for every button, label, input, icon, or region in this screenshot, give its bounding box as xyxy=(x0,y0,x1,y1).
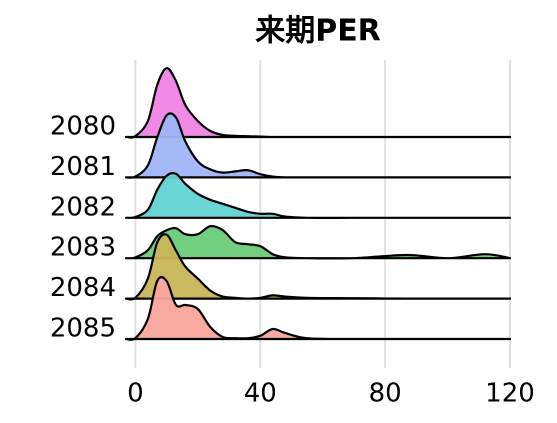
y-tick-label: 2085 xyxy=(50,314,116,344)
x-tick-label: 120 xyxy=(485,379,535,409)
ridge xyxy=(124,67,512,139)
ridge xyxy=(124,112,512,179)
y-tick-label: 2083 xyxy=(50,233,116,263)
x-tick-label: 0 xyxy=(127,379,144,409)
y-tick-label: 2080 xyxy=(50,112,116,142)
ridge xyxy=(124,224,512,260)
y-tick-label: 2084 xyxy=(50,273,116,303)
x-tick-label: 40 xyxy=(244,379,277,409)
y-tick-label: 2082 xyxy=(50,192,116,222)
y-tick-label: 2081 xyxy=(50,152,116,182)
ridge xyxy=(124,276,512,341)
ridge xyxy=(124,172,512,219)
chart-title: 来期PER xyxy=(255,14,381,49)
x-tick-label: 80 xyxy=(369,379,402,409)
